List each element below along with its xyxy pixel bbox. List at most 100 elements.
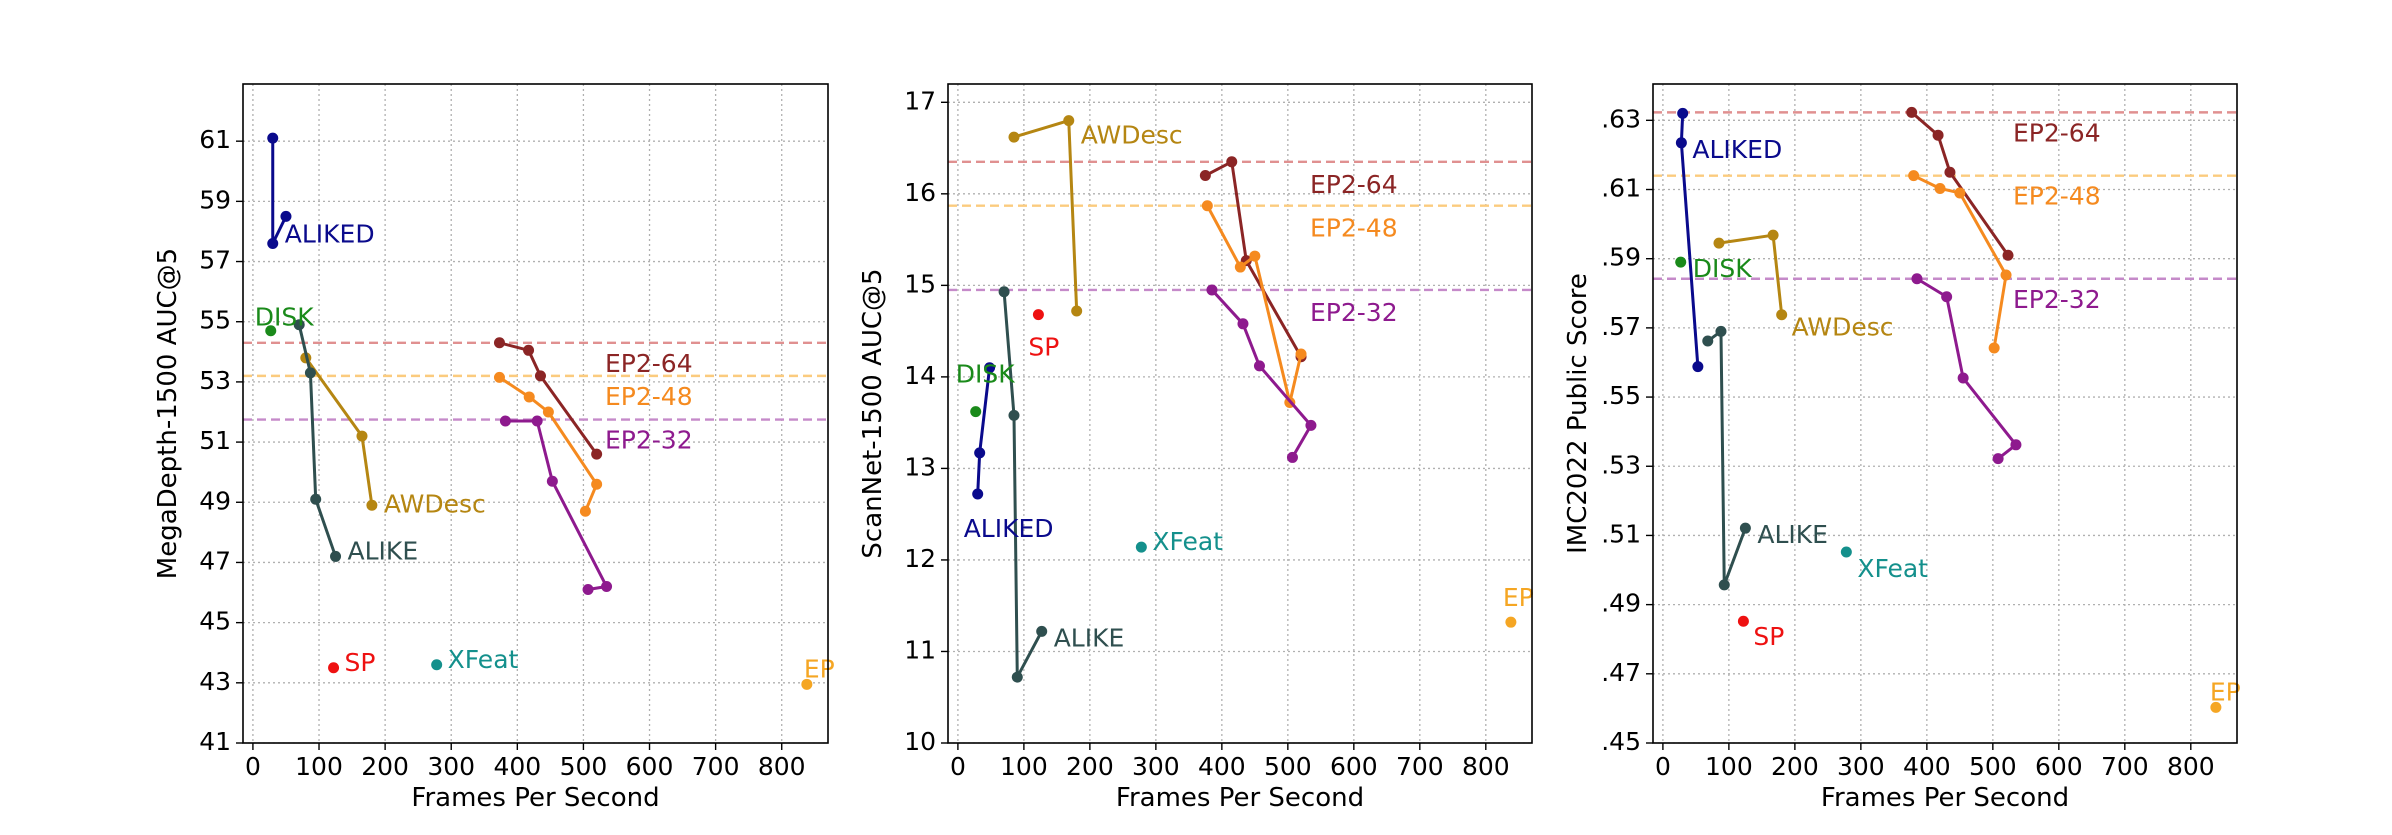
data-point (2010, 439, 2022, 451)
data-point (1253, 360, 1265, 372)
data-point (1957, 372, 1969, 384)
series-sp (1032, 309, 1044, 321)
series-label-sp: SP (1753, 622, 1784, 651)
series-ep2-48 (493, 371, 603, 517)
series-line (499, 341, 598, 455)
x-tick-label: 500 (1969, 752, 2017, 781)
data-point (1692, 361, 1704, 373)
y-tick-label: 57 (199, 246, 231, 275)
series-disk (970, 406, 982, 418)
data-point (1201, 200, 1213, 212)
x-tick-label: 700 (2101, 752, 2149, 781)
series-label-sp: SP (1028, 333, 1059, 362)
series-ep2-64 (493, 337, 603, 460)
data-point (1135, 541, 1147, 553)
data-point (970, 406, 982, 418)
series-line (1204, 160, 1303, 358)
series-line (498, 376, 599, 512)
x-tick-label: 500 (560, 752, 608, 781)
x-tick-label: 300 (1837, 752, 1885, 781)
series-disk (1675, 256, 1687, 268)
series-label-disk: DISK (255, 303, 314, 332)
data-point (1776, 309, 1788, 321)
data-point (1675, 137, 1687, 149)
data-point (1908, 170, 1920, 182)
series-alike (1702, 325, 1751, 591)
y-tick-label: 61 (199, 125, 231, 154)
chart-panel-3: ALIKED DISK AWDesc ALIKE SP XFeat EP EP2-64 EP2-… (1563, 83, 2241, 813)
data-point (972, 488, 984, 500)
data-point (582, 584, 594, 596)
data-point (1988, 342, 2000, 354)
series-line (1913, 174, 2008, 349)
data-point (1737, 615, 1749, 627)
y-tick-label: 55 (199, 306, 231, 335)
series-label-ep2-64: EP2-64 (605, 349, 693, 378)
series-label-xfeat: XFeat (1857, 554, 1928, 583)
series-alike (293, 319, 342, 562)
series-label-ep2-32: EP2-32 (605, 426, 693, 455)
data-point (523, 344, 535, 356)
y-tick-label: .45 (1601, 727, 1641, 756)
series-aliked (267, 132, 292, 249)
data-point (1234, 261, 1246, 273)
y-tick-label: 16 (904, 178, 936, 207)
x-tick-label: 500 (1264, 752, 1312, 781)
y-tick-label: .47 (1601, 658, 1641, 687)
data-point (499, 415, 511, 427)
series-ep2-32 (499, 415, 613, 596)
x-tick-label: 200 (361, 752, 409, 781)
series-xfeat (1840, 546, 1852, 558)
y-tick-label: 15 (904, 269, 936, 298)
x-tick-label: 600 (1330, 752, 1378, 781)
y-tick-label: .49 (1601, 589, 1641, 618)
x-tick-label: 400 (1903, 752, 1951, 781)
series-label-xfeat: XFeat (1152, 527, 1223, 556)
data-point (2002, 249, 2014, 261)
y-tick-label: 17 (904, 86, 936, 115)
plot-frame (1652, 83, 2238, 744)
y-tick-label: 10 (904, 727, 936, 756)
series-label-alike: ALIKE (1054, 623, 1125, 652)
data-point (1739, 522, 1751, 534)
data-point (2210, 701, 2222, 713)
x-tick-label: 0 (245, 752, 261, 781)
data-point (1911, 273, 1923, 285)
data-point (591, 448, 603, 460)
y-tick-label: 14 (904, 361, 936, 390)
series-ep2-48 (1908, 170, 2012, 354)
series-ep (2210, 701, 2222, 713)
data-point (493, 337, 505, 349)
series-label-alike: ALIKE (1757, 520, 1828, 549)
series-xfeat (1135, 541, 1147, 553)
x-tick-label: 0 (950, 752, 966, 781)
y-tick-label: .61 (1601, 174, 1641, 203)
y-axis-title: MegaDepth-1500 AUC@5 (153, 248, 183, 579)
series-disk (265, 325, 277, 337)
y-axis-title: ScanNet-1500 AUC@5 (858, 268, 888, 558)
series-ep2-32 (1911, 273, 2022, 465)
data-point (1206, 284, 1218, 296)
y-tick-label: .51 (1601, 519, 1641, 548)
series-line (297, 324, 337, 557)
series-label-sp: SP (345, 648, 376, 677)
data-point (534, 370, 546, 382)
data-point (1992, 453, 2004, 465)
data-point (1767, 229, 1779, 241)
x-tick-label: 400 (1198, 752, 1246, 781)
y-tick-label: 59 (199, 185, 231, 214)
x-tick-label: 100 (1705, 752, 1753, 781)
data-point (328, 662, 340, 674)
x-tick-label: 400 (493, 752, 541, 781)
data-point (310, 493, 322, 505)
series-label-aliked: ALIKED (1692, 135, 1782, 164)
data-point (801, 678, 813, 690)
series-ep2-32 (1206, 284, 1317, 463)
series-label-alike: ALIKE (348, 536, 419, 565)
series-ep (801, 678, 813, 690)
data-point (1071, 305, 1083, 317)
data-point (579, 505, 591, 517)
x-tick-label: 300 (427, 752, 475, 781)
data-point (293, 319, 305, 331)
y-tick-label: 53 (199, 366, 231, 395)
